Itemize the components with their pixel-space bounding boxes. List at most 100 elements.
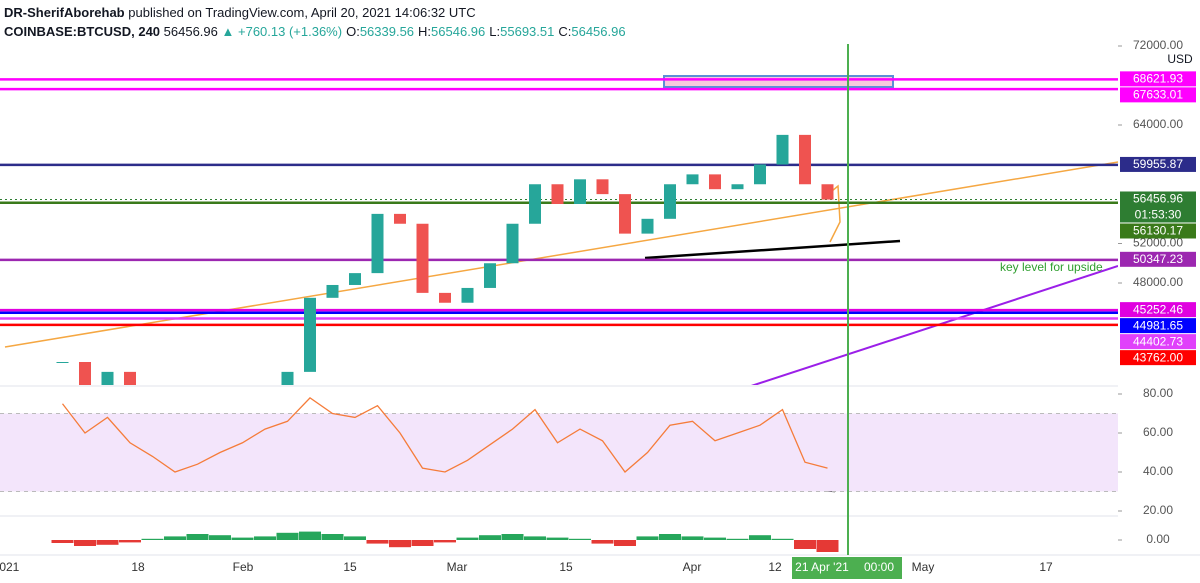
candle (349, 273, 361, 285)
price-tick-label: 72000.00 (1133, 38, 1183, 52)
level-tag-label: 44981.65 (1133, 318, 1183, 332)
macd-bar (681, 536, 704, 540)
level-tag-label: 56130.17 (1133, 224, 1183, 238)
time-label: 15 (343, 560, 357, 574)
level-tag (1120, 223, 1196, 239)
time-label: 18 (131, 560, 145, 574)
currency: USD (1167, 52, 1193, 66)
symbol-line: COINBASE:BTCUSD, 240 56456.96 ▲ +760.13 … (4, 22, 626, 41)
candle (259, 387, 271, 417)
candle (664, 184, 676, 219)
candle (101, 371, 114, 385)
axis-bg (1118, 40, 1200, 555)
candle (371, 213, 384, 274)
rsi-tick-label: 80.00 (1143, 386, 1173, 400)
drawn-rectangle (663, 75, 894, 88)
macd-bar (659, 534, 681, 540)
macd-bar (456, 537, 479, 540)
candle (574, 179, 586, 204)
macd-bar (794, 540, 816, 549)
macd-bar (74, 540, 96, 546)
macd-bar (366, 540, 389, 544)
trendline (644, 239, 901, 260)
rsi-tick-label: 60.00 (1143, 425, 1173, 439)
candle (709, 174, 721, 190)
candle (484, 263, 496, 288)
macd-tick-label: 0.00 (1146, 532, 1170, 546)
annotation: key level for upside (1000, 260, 1103, 274)
symbol: COINBASE:BTCUSD, 240 (4, 24, 161, 39)
macd-bar (614, 540, 636, 546)
macd-bar (209, 535, 231, 540)
time-label: 15 (559, 560, 573, 574)
price-pane (0, 75, 1118, 417)
rsi-tick-label: 20.00 (1143, 503, 1173, 517)
level-tag-label: 50347.23 (1133, 252, 1183, 266)
candle (754, 164, 766, 185)
macd-bar (344, 536, 366, 540)
macd-pane (51, 531, 839, 552)
macd-bar (164, 536, 186, 540)
candle (461, 287, 474, 303)
ohlc-label: O: (346, 24, 360, 39)
candle (551, 184, 564, 204)
level-tag (1120, 334, 1196, 350)
level-tag (1120, 350, 1196, 366)
time-label: 2021 (0, 560, 20, 574)
price: 56456.96 (163, 24, 218, 39)
macd-bar (704, 537, 726, 540)
macd-bar (119, 540, 141, 543)
ohlc-label: C: (558, 24, 572, 39)
macd-bar (186, 534, 209, 540)
macd-bar (254, 536, 276, 540)
macd-bar (96, 540, 119, 545)
ohlc-label: H: (418, 24, 432, 39)
level-tag (1120, 87, 1196, 103)
cursor-time: 00:00 (864, 560, 894, 574)
candle (394, 213, 406, 224)
macd-bar (524, 536, 546, 540)
candle (439, 292, 451, 303)
level-tag-label: 01:53:30 (1135, 208, 1182, 222)
level-tag (1120, 302, 1196, 318)
candle (596, 179, 609, 195)
macd-bar (299, 531, 321, 540)
macd-bar (501, 534, 524, 540)
candle (304, 297, 316, 372)
level-tag (1120, 251, 1196, 267)
level-tag-label: 56456.96 (1133, 192, 1183, 206)
candle (731, 184, 744, 190)
rsi-band (0, 413, 1118, 492)
macd-bar (321, 534, 344, 540)
time-label: 17 (1039, 560, 1053, 574)
macd-bar (591, 540, 614, 544)
level-tag-label: 67633.01 (1133, 88, 1183, 102)
macd-bar (636, 536, 659, 540)
trendline (750, 265, 1118, 385)
macd-bar (231, 537, 254, 540)
ohlc-value: 55693.51 (500, 24, 555, 39)
ohlc-value: 56546.96 (431, 24, 486, 39)
header: DR-SherifAborehab published on TradingVi… (4, 3, 626, 41)
candle (776, 134, 789, 165)
level-tag (1120, 318, 1196, 334)
change: ▲ +760.13 (+1.36%) (221, 24, 343, 39)
level-tag-label: 59955.87 (1133, 157, 1183, 171)
candle (799, 134, 811, 185)
macd-bar (411, 540, 434, 546)
macd-bar (749, 535, 771, 540)
candle (529, 184, 541, 224)
cursor-tag (792, 557, 902, 579)
level-tag-label: 45252.46 (1133, 302, 1183, 316)
macd-bar (569, 538, 591, 540)
candle (821, 184, 834, 200)
price-tick-label: 64000.00 (1133, 117, 1183, 131)
ohlc-label: L: (489, 24, 501, 39)
macd-bar (51, 540, 74, 543)
candle (641, 218, 654, 234)
candle (79, 362, 91, 385)
candle (506, 223, 519, 264)
